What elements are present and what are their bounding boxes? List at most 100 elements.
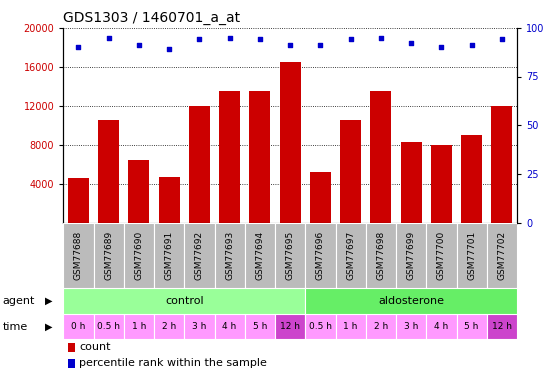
Text: GSM77700: GSM77700 — [437, 231, 446, 280]
Text: 3 h: 3 h — [404, 322, 419, 331]
Bar — [370, 91, 392, 223]
Point — [346, 36, 355, 42]
Bar — [396, 314, 426, 339]
Text: 4 h: 4 h — [434, 322, 448, 331]
Bar — [400, 142, 422, 223]
Text: GSM77691: GSM77691 — [164, 231, 174, 280]
Text: time: time — [3, 322, 28, 332]
Text: GSM77692: GSM77692 — [195, 231, 204, 280]
Bar — [456, 314, 487, 339]
Point — [255, 36, 264, 42]
Text: ▶: ▶ — [45, 296, 53, 306]
Text: GSM77689: GSM77689 — [104, 231, 113, 280]
Bar — [68, 343, 75, 352]
Text: aldosterone: aldosterone — [378, 296, 444, 306]
Bar — [426, 314, 456, 339]
Bar — [305, 288, 517, 314]
Text: percentile rank within the sample: percentile rank within the sample — [79, 358, 267, 368]
Text: GSM77697: GSM77697 — [346, 231, 355, 280]
Text: GSM77690: GSM77690 — [134, 231, 144, 280]
Bar — [366, 223, 396, 288]
Text: GSM77693: GSM77693 — [225, 231, 234, 280]
Text: 5 h: 5 h — [464, 322, 479, 331]
Bar — [275, 223, 305, 288]
Bar — [124, 314, 154, 339]
Bar — [214, 314, 245, 339]
Bar — [154, 223, 184, 288]
Bar — [189, 106, 210, 223]
Text: 0 h: 0 h — [71, 322, 86, 331]
Bar — [310, 172, 331, 223]
Text: GSM77696: GSM77696 — [316, 231, 325, 280]
Text: 0.5 h: 0.5 h — [97, 322, 120, 331]
Text: count: count — [79, 342, 111, 352]
Bar — [275, 314, 305, 339]
Bar — [63, 223, 94, 288]
Text: GSM77698: GSM77698 — [376, 231, 386, 280]
Bar — [94, 223, 124, 288]
Bar — [461, 135, 482, 223]
Bar — [491, 106, 513, 223]
Bar — [68, 358, 75, 368]
Bar — [63, 314, 94, 339]
Point — [437, 44, 446, 50]
Text: GSM77695: GSM77695 — [285, 231, 295, 280]
Point — [104, 34, 113, 40]
Bar — [68, 178, 89, 223]
Text: GSM77701: GSM77701 — [467, 231, 476, 280]
Bar — [98, 120, 119, 223]
Point — [497, 36, 506, 42]
Point — [134, 42, 143, 48]
Point — [195, 36, 204, 42]
Bar — [366, 314, 396, 339]
Text: 1 h: 1 h — [131, 322, 146, 331]
Point — [226, 34, 234, 40]
Point — [74, 44, 82, 50]
Bar — [158, 177, 180, 223]
Text: 2 h: 2 h — [162, 322, 176, 331]
Bar — [305, 314, 335, 339]
Bar — [340, 120, 361, 223]
Bar — [431, 145, 452, 223]
Bar — [487, 223, 517, 288]
Bar — [279, 62, 301, 223]
Bar — [426, 223, 456, 288]
Text: 3 h: 3 h — [192, 322, 207, 331]
Bar — [249, 91, 271, 223]
Point — [376, 34, 385, 40]
Bar — [305, 223, 335, 288]
Bar — [128, 160, 150, 223]
Bar — [184, 314, 214, 339]
Text: 4 h: 4 h — [223, 322, 236, 331]
Bar — [94, 314, 124, 339]
Text: GSM77699: GSM77699 — [406, 231, 416, 280]
Bar — [336, 223, 366, 288]
Bar — [63, 288, 305, 314]
Bar — [456, 223, 487, 288]
Point — [468, 42, 476, 48]
Text: 12 h: 12 h — [492, 322, 512, 331]
Bar — [184, 223, 214, 288]
Text: GSM77702: GSM77702 — [497, 231, 507, 280]
Text: agent: agent — [3, 296, 35, 306]
Point — [407, 40, 416, 46]
Text: GSM77688: GSM77688 — [74, 231, 83, 280]
Text: ▶: ▶ — [45, 322, 53, 332]
Text: 5 h: 5 h — [252, 322, 267, 331]
Text: 1 h: 1 h — [343, 322, 358, 331]
Text: GDS1303 / 1460701_a_at: GDS1303 / 1460701_a_at — [63, 11, 240, 26]
Text: GSM77694: GSM77694 — [255, 231, 265, 280]
Bar — [336, 314, 366, 339]
Bar — [487, 314, 517, 339]
Point — [316, 42, 324, 48]
Bar — [124, 223, 154, 288]
Point — [165, 46, 174, 52]
Bar — [245, 314, 275, 339]
Bar — [245, 223, 275, 288]
Point — [286, 42, 295, 48]
Text: 12 h: 12 h — [280, 322, 300, 331]
Bar — [154, 314, 184, 339]
Bar — [396, 223, 426, 288]
Text: 0.5 h: 0.5 h — [309, 322, 332, 331]
Bar — [219, 91, 240, 223]
